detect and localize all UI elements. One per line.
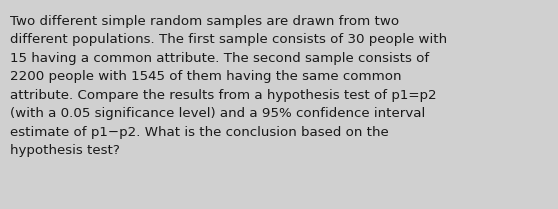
Text: Two different simple random samples are drawn from two
different populations. Th: Two different simple random samples are …: [10, 15, 447, 157]
